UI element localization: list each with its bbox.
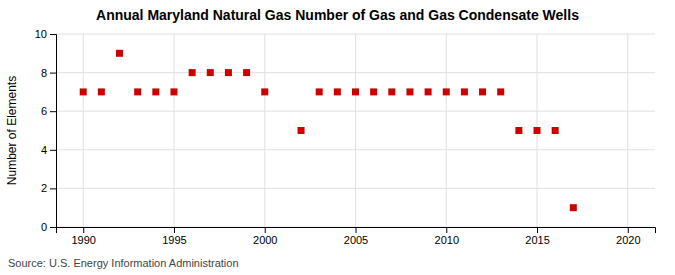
- grid-line-y: [56, 34, 655, 35]
- y-tick: 0: [41, 221, 56, 233]
- point: [334, 88, 341, 95]
- point: [134, 88, 141, 95]
- point: [352, 88, 359, 95]
- point: [552, 127, 559, 134]
- grid-line-x: [627, 34, 628, 227]
- y-tick-mark: [50, 227, 56, 228]
- x-tick-label: 2015: [525, 234, 549, 246]
- point: [479, 88, 486, 95]
- y-tick-label: 4: [41, 144, 47, 156]
- x-tick: 1995: [162, 227, 186, 246]
- x-tick: 2005: [344, 227, 368, 246]
- x-tick: 2010: [435, 227, 459, 246]
- grid-line-x: [173, 34, 174, 227]
- y-tick-label: 8: [41, 67, 47, 79]
- point: [461, 88, 468, 95]
- x-axis: 1990 1995 2000 2005 2010 2015 2020: [57, 227, 656, 246]
- x-tick-mark: [83, 227, 84, 233]
- point: [370, 88, 377, 95]
- y-tick-mark: [50, 34, 56, 35]
- x-tick-label: 2000: [253, 234, 277, 246]
- grid-line-y: [56, 111, 655, 112]
- point: [225, 69, 232, 76]
- grid-line-x: [355, 34, 356, 227]
- x-tick-mark: [265, 227, 266, 233]
- point: [406, 88, 413, 95]
- point: [497, 88, 504, 95]
- y-tick-label: 0: [41, 221, 47, 233]
- x-tick: 2015: [525, 227, 549, 246]
- point: [388, 88, 395, 95]
- grid: [56, 34, 655, 227]
- point: [98, 88, 105, 95]
- x-axis-line: [57, 228, 656, 234]
- y-tick: 8: [41, 67, 56, 79]
- y-tick: 2: [41, 182, 56, 194]
- point: [80, 88, 87, 95]
- y-tick: 4: [41, 144, 56, 156]
- y-tick: 10: [35, 28, 56, 40]
- point: [443, 88, 450, 95]
- title: Annual Maryland Natural Gas Number of Ga…: [96, 7, 579, 23]
- x-tick-label: 1990: [71, 234, 95, 246]
- x-tick: 2000: [253, 227, 277, 246]
- point: [534, 127, 541, 134]
- point: [298, 127, 305, 134]
- y-tick: 6: [41, 105, 56, 117]
- point: [243, 69, 250, 76]
- y-axis-line: [50, 35, 57, 228]
- y-tick-mark: [50, 188, 56, 189]
- y-tick-mark: [50, 73, 56, 74]
- grid-line-y: [56, 188, 655, 189]
- x-tick-label: 2020: [616, 234, 640, 246]
- point: [116, 50, 123, 57]
- plot-area: 1990 1995 2000 2005 2010 2015 2020 0 2 4 6 8 10: [35, 28, 656, 246]
- grid-line-x: [264, 34, 265, 227]
- point: [170, 88, 177, 95]
- point: [189, 69, 196, 76]
- x-tick-mark: [356, 227, 357, 233]
- grid-line-x: [83, 34, 84, 227]
- y-tick-label: 2: [41, 182, 47, 194]
- x-tick-mark: [174, 227, 175, 233]
- chart: 1990 1995 2000 2005 2010 2015 2020 0 2 4 6 8 10 Annua…: [0, 0, 675, 275]
- x-tick-label: 2010: [435, 234, 459, 246]
- x-tick-mark: [628, 227, 629, 233]
- y-axis: 0 2 4 6 8 10: [35, 28, 57, 233]
- x-tick: 2020: [616, 227, 640, 246]
- y-tick-label: 10: [35, 28, 47, 40]
- x-tick-mark: [446, 227, 447, 233]
- x-tick-label: 1995: [162, 234, 186, 246]
- y-tick-mark: [50, 150, 56, 151]
- y-tick-mark: [50, 111, 56, 112]
- grid-line-x: [446, 34, 447, 227]
- point: [261, 88, 268, 95]
- points: [80, 50, 577, 211]
- grid-line-y: [56, 72, 655, 73]
- x-tick: 1990: [71, 227, 95, 246]
- point: [570, 204, 577, 211]
- point: [207, 69, 214, 76]
- annotation: Source: U.S. Energy Information Administ…: [8, 257, 239, 269]
- x-tick-label: 2005: [344, 234, 368, 246]
- point: [425, 88, 432, 95]
- grid-line-y: [56, 149, 655, 150]
- point: [152, 88, 159, 95]
- y-tick-label: 6: [41, 105, 47, 117]
- y-axis-title: Number of Elements: [5, 76, 19, 185]
- point: [316, 88, 323, 95]
- x-tick-mark: [537, 227, 538, 233]
- point: [515, 127, 522, 134]
